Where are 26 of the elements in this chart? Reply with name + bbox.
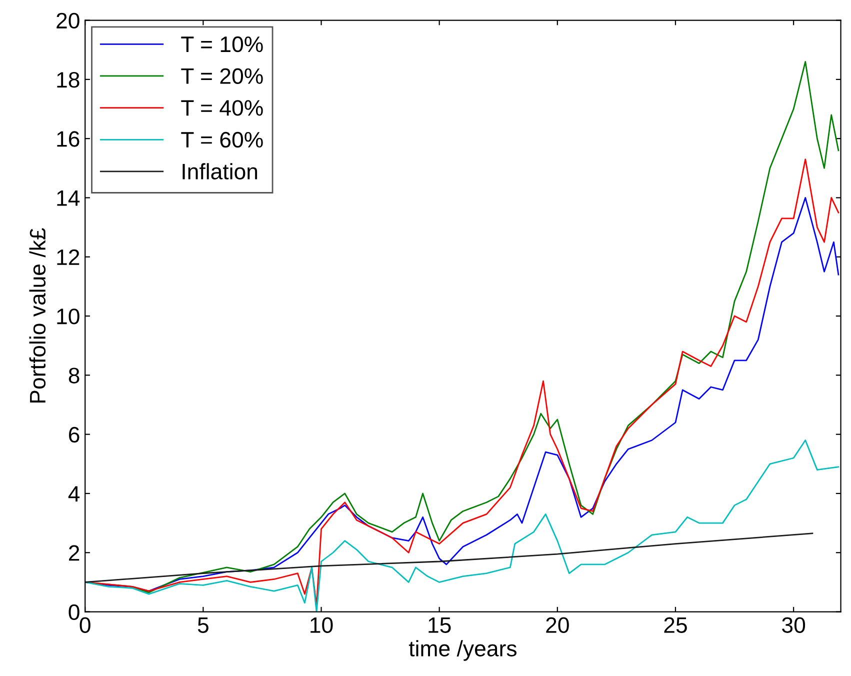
x-tick-label: 15	[428, 617, 451, 633]
y-tick-label: 0	[68, 604, 80, 620]
y-tick-label: 4	[68, 486, 80, 502]
legend-label: T = 10%	[181, 36, 263, 52]
x-tick-label: 0	[80, 617, 90, 633]
x-tick-label: 5	[198, 617, 208, 633]
y-tick-label: 2	[69, 545, 80, 561]
y-tick-label: 20	[56, 12, 80, 29]
y-tick-label: 8	[68, 368, 80, 384]
x-tick-label: 20	[546, 617, 569, 633]
y-tick-label: 16	[57, 131, 80, 147]
legend-label: T = 20%	[181, 68, 263, 84]
x-tick-label: 10	[310, 617, 333, 633]
y-tick-label: 6	[69, 426, 80, 443]
legend-label: T = 40%	[181, 100, 263, 116]
y-tick-label: 18	[57, 72, 80, 88]
x-axis-title: time /years	[408, 640, 516, 661]
x-tick-label: 30	[782, 617, 806, 633]
y-tick-label: 10	[57, 308, 80, 324]
x-tick-label: 25	[664, 617, 687, 633]
legend-label: Inflation	[182, 163, 258, 180]
y-tick-label: 14	[57, 190, 80, 206]
y-tick-label: 12	[57, 249, 80, 265]
legend-label: T = 60%	[181, 132, 263, 148]
y-axis-title: Portfolio value /k£	[29, 228, 46, 403]
line-series	[85, 532, 814, 583]
